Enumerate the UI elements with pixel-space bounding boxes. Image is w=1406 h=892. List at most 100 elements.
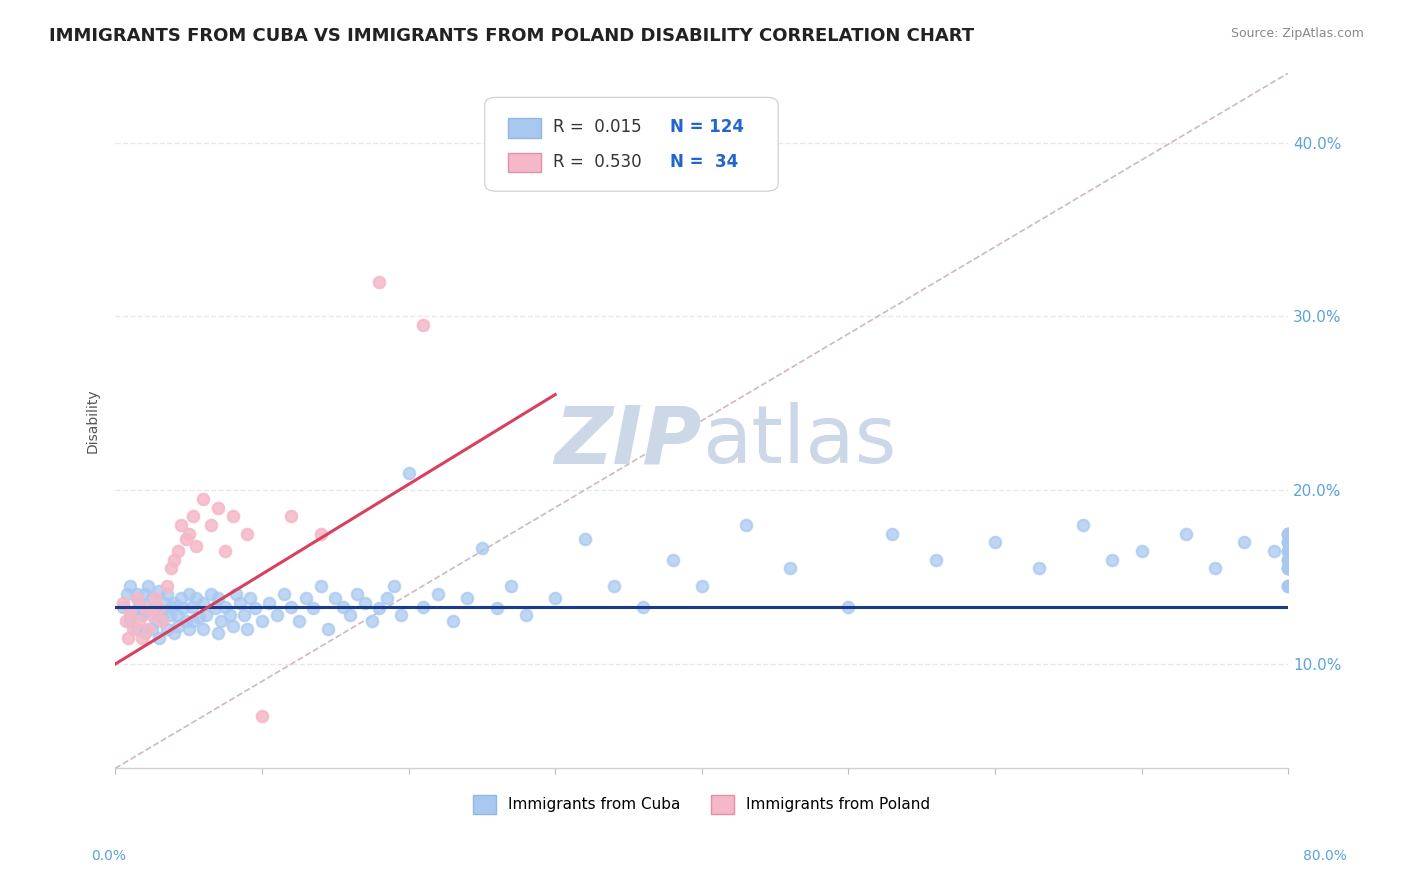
Point [141, 608, 163, 623]
Text: N = 124: N = 124 [671, 119, 744, 136]
Point [115, 587, 138, 601]
Point [1277, 544, 1299, 558]
Point [148, 631, 170, 645]
Point [631, 599, 654, 614]
Point [177, 587, 200, 601]
Point [1204, 561, 1226, 575]
Point [1028, 561, 1050, 575]
Text: 80.0%: 80.0% [1303, 849, 1347, 863]
Point [412, 599, 434, 614]
Point [184, 539, 207, 553]
Point [309, 526, 332, 541]
Point [544, 591, 567, 605]
Text: R =  0.015: R = 0.015 [553, 119, 641, 136]
Point [1277, 561, 1299, 575]
FancyBboxPatch shape [485, 97, 778, 191]
Point [117, 631, 139, 645]
Point [250, 709, 273, 723]
Point [180, 599, 202, 614]
Point [174, 532, 197, 546]
Point [266, 608, 288, 623]
Text: N =  34: N = 34 [671, 153, 738, 171]
Point [243, 601, 266, 615]
Text: Source: ZipAtlas.com: Source: ZipAtlas.com [1230, 27, 1364, 40]
Point [214, 544, 236, 558]
Point [170, 591, 193, 605]
Point [118, 605, 141, 619]
Point [160, 561, 183, 575]
Text: 0.0%: 0.0% [91, 849, 127, 863]
Point [353, 596, 375, 610]
Point [456, 591, 478, 605]
Point [1233, 535, 1256, 549]
FancyBboxPatch shape [509, 153, 541, 172]
Point [287, 614, 309, 628]
Point [118, 614, 141, 628]
Point [1277, 526, 1299, 541]
Point [225, 587, 247, 601]
Text: R =  0.530: R = 0.530 [553, 153, 641, 171]
Point [1277, 579, 1299, 593]
Point [1277, 552, 1299, 566]
Point [339, 608, 361, 623]
Point [515, 608, 537, 623]
Point [163, 625, 186, 640]
Point [309, 579, 332, 593]
Point [1263, 544, 1285, 558]
Point [280, 509, 302, 524]
Point [163, 552, 186, 566]
Point [166, 608, 188, 623]
Point [1277, 552, 1299, 566]
Point [141, 622, 163, 636]
Point [690, 579, 713, 593]
Point [1277, 526, 1299, 541]
Point [1277, 561, 1299, 575]
Point [1277, 526, 1299, 541]
Point [122, 622, 145, 636]
Point [181, 509, 204, 524]
Point [128, 596, 150, 610]
Point [316, 622, 339, 636]
Point [1277, 535, 1299, 549]
Point [426, 587, 449, 601]
Point [837, 599, 859, 614]
Legend: Immigrants from Cuba, Immigrants from Poland: Immigrants from Cuba, Immigrants from Po… [467, 789, 936, 820]
Point [136, 622, 159, 636]
Point [195, 608, 218, 623]
Point [1130, 544, 1153, 558]
Point [229, 596, 252, 610]
Point [218, 608, 240, 623]
Point [734, 517, 756, 532]
Text: atlas: atlas [702, 402, 896, 481]
Point [155, 587, 177, 601]
Point [167, 619, 190, 633]
Point [412, 318, 434, 332]
Point [1277, 544, 1299, 558]
Point [152, 596, 174, 610]
Point [148, 584, 170, 599]
Point [193, 491, 215, 506]
Point [177, 526, 200, 541]
Point [143, 601, 166, 615]
Point [209, 614, 232, 628]
Point [361, 614, 384, 628]
Point [1277, 579, 1299, 593]
Point [118, 579, 141, 593]
Point [170, 517, 193, 532]
Point [368, 601, 391, 615]
Point [148, 601, 170, 615]
Point [236, 526, 259, 541]
Point [501, 579, 523, 593]
Point [172, 601, 194, 615]
Point [1174, 526, 1197, 541]
Point [295, 591, 318, 605]
Point [136, 579, 159, 593]
Point [204, 601, 226, 615]
Point [127, 587, 149, 601]
Point [128, 614, 150, 628]
Point [207, 500, 229, 515]
Point [155, 622, 177, 636]
Point [127, 622, 149, 636]
Point [441, 614, 464, 628]
Point [207, 591, 229, 605]
